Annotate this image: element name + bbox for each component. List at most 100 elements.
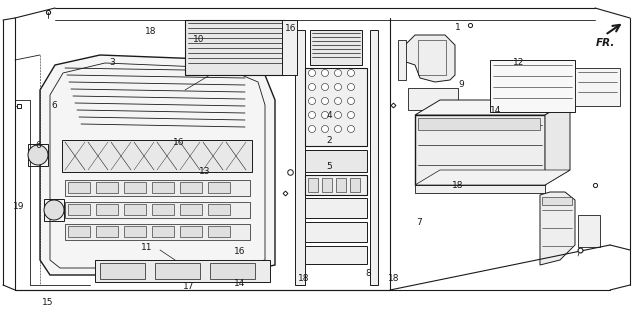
Bar — [305, 175, 367, 195]
Bar — [415, 115, 545, 185]
Bar — [124, 226, 146, 237]
Text: 6: 6 — [52, 101, 57, 110]
Bar — [68, 204, 90, 215]
Bar — [124, 204, 146, 215]
Bar — [415, 185, 545, 193]
Circle shape — [335, 84, 342, 91]
Text: 10: 10 — [193, 36, 204, 44]
Bar — [295, 30, 305, 285]
Circle shape — [44, 200, 64, 220]
Text: 2: 2 — [327, 136, 332, 145]
Text: 15: 15 — [42, 298, 54, 307]
Bar — [180, 182, 202, 193]
Circle shape — [335, 125, 342, 132]
Bar — [62, 140, 252, 172]
Polygon shape — [415, 170, 570, 185]
Text: 18: 18 — [145, 28, 156, 36]
Text: 18: 18 — [298, 274, 310, 283]
Text: 16: 16 — [234, 247, 246, 256]
Text: 14: 14 — [490, 106, 502, 115]
Circle shape — [321, 111, 328, 118]
Circle shape — [28, 145, 48, 165]
Text: 11: 11 — [141, 244, 153, 252]
Bar — [490, 60, 575, 112]
Polygon shape — [40, 55, 275, 275]
Text: 8: 8 — [365, 269, 371, 278]
Polygon shape — [415, 100, 570, 115]
Bar — [305, 198, 367, 218]
Polygon shape — [545, 100, 570, 185]
Circle shape — [335, 111, 342, 118]
Bar — [208, 226, 230, 237]
Text: 5: 5 — [327, 162, 332, 171]
Text: 4: 4 — [327, 111, 332, 120]
Text: 18: 18 — [452, 181, 463, 190]
Text: FR.: FR. — [596, 38, 616, 48]
Text: 12: 12 — [513, 58, 524, 67]
Circle shape — [321, 84, 328, 91]
Circle shape — [348, 84, 355, 91]
Circle shape — [321, 125, 328, 132]
Bar — [305, 222, 367, 242]
Bar — [152, 226, 174, 237]
Bar — [322, 178, 332, 192]
Bar — [152, 182, 174, 193]
Text: 16: 16 — [285, 24, 297, 33]
Bar — [575, 68, 620, 106]
Bar — [65, 202, 250, 218]
Bar — [310, 30, 362, 65]
Bar — [155, 263, 200, 279]
Circle shape — [335, 69, 342, 76]
Bar — [398, 40, 406, 80]
Bar — [28, 144, 48, 166]
Bar — [95, 260, 270, 282]
Bar — [208, 182, 230, 193]
Bar — [418, 40, 446, 75]
Bar — [418, 118, 540, 130]
Bar — [44, 199, 64, 221]
Text: 16: 16 — [173, 138, 185, 147]
Text: 14: 14 — [234, 279, 246, 288]
Bar — [124, 182, 146, 193]
Bar — [578, 215, 600, 247]
Bar — [65, 180, 250, 196]
Circle shape — [308, 111, 316, 118]
Bar — [308, 178, 318, 192]
Polygon shape — [400, 35, 455, 82]
Text: 9: 9 — [458, 80, 463, 89]
Bar — [336, 178, 346, 192]
Bar — [185, 20, 285, 75]
Bar — [100, 263, 145, 279]
Bar — [180, 226, 202, 237]
Polygon shape — [540, 192, 575, 265]
Text: 1: 1 — [455, 23, 460, 32]
Bar — [282, 20, 297, 75]
Circle shape — [335, 98, 342, 105]
Circle shape — [308, 84, 316, 91]
Bar — [96, 182, 118, 193]
Bar — [208, 204, 230, 215]
Bar — [68, 226, 90, 237]
Text: 3: 3 — [109, 58, 115, 67]
Circle shape — [348, 98, 355, 105]
Text: 17: 17 — [183, 282, 195, 291]
Circle shape — [348, 125, 355, 132]
Bar — [96, 204, 118, 215]
Bar — [180, 204, 202, 215]
Bar — [68, 182, 90, 193]
Circle shape — [321, 69, 328, 76]
Text: 19: 19 — [13, 202, 25, 211]
Circle shape — [321, 98, 328, 105]
Text: 7: 7 — [417, 218, 422, 227]
Bar — [370, 30, 378, 285]
Bar — [305, 150, 367, 172]
Bar — [408, 88, 458, 110]
Bar — [542, 197, 572, 205]
Bar — [65, 224, 250, 240]
Bar — [210, 263, 255, 279]
Circle shape — [348, 69, 355, 76]
Circle shape — [308, 125, 316, 132]
Circle shape — [308, 98, 316, 105]
Text: 6: 6 — [36, 141, 41, 150]
Bar — [96, 226, 118, 237]
